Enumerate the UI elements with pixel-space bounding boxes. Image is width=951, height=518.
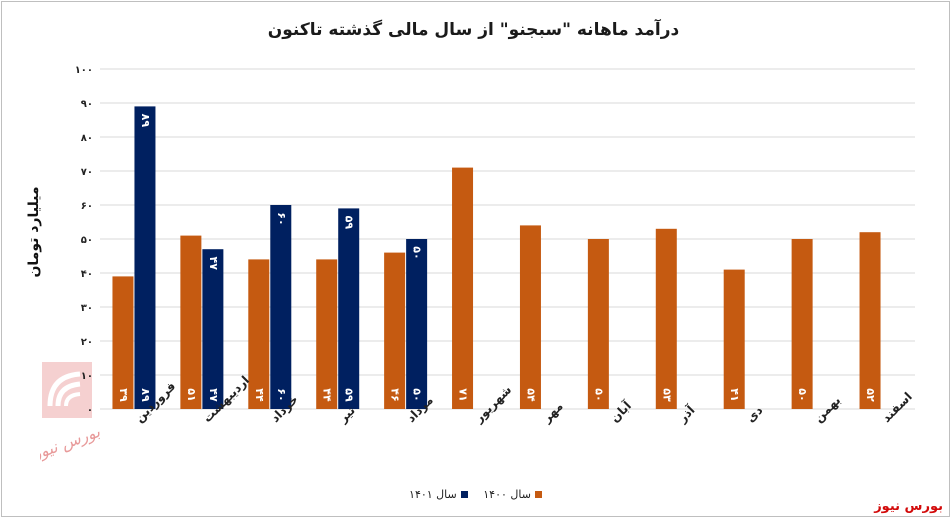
x-tick-label: دی xyxy=(743,403,765,425)
legend-label-1401: سال ۱۴۰۱ xyxy=(409,488,457,501)
x-tick-label: اسفند xyxy=(879,389,915,425)
y-tick-label: ۲۰ xyxy=(81,337,93,348)
bar-1401 xyxy=(406,239,428,409)
bar-top-value-label: ۴۷ xyxy=(207,256,220,270)
bar-value-label: ۷۱ xyxy=(457,388,470,401)
y-tick-label: ۷۰ xyxy=(81,167,93,178)
y-tick-label: ۱۰ xyxy=(81,371,93,382)
bar-1401 xyxy=(338,208,360,409)
legend-label-1400: سال ۱۴۰۰ xyxy=(483,488,531,501)
bar-value-label: ۴۴ xyxy=(253,388,266,402)
y-tick-label: ۶۰ xyxy=(81,201,93,212)
bar-1400 xyxy=(248,259,270,409)
bar-1400 xyxy=(587,239,609,409)
x-tick-label: آذر xyxy=(674,402,698,426)
y-tick-label: ۴۰ xyxy=(81,269,93,280)
bar-1401 xyxy=(270,205,292,409)
bar-value-label: ۵۰ xyxy=(411,388,424,401)
y-tick-label: ۳۰ xyxy=(81,303,93,314)
legend-item-1401: سال ۱۴۰۱ xyxy=(409,488,468,501)
bar-value-label: ۴۴ xyxy=(321,388,334,402)
bar-value-label: ۳۹ xyxy=(117,388,130,402)
bar-1400 xyxy=(519,225,541,409)
bar-1401 xyxy=(202,249,224,409)
bar-value-label: ۴۷ xyxy=(207,388,220,402)
bar-value-label: ۵۰ xyxy=(592,388,605,401)
legend-swatch-1400 xyxy=(534,491,542,498)
chart-title: درآمد ماهانه "سبجنو" از سال مالی گذشته ت… xyxy=(267,20,680,40)
y-tick-label: ۹۰ xyxy=(81,99,93,110)
y-tick-label: ۰ xyxy=(87,405,93,416)
bar-1400 xyxy=(791,239,813,409)
bar-1400 xyxy=(180,235,202,409)
bar-1401 xyxy=(134,106,156,410)
bar-1400 xyxy=(384,252,406,409)
bar-value-label: ۵۰ xyxy=(796,388,809,401)
bar-1400 xyxy=(723,269,745,409)
x-tick-label: آبان xyxy=(607,397,635,425)
bar-top-value-label: ۵۹ xyxy=(343,216,356,230)
y-tick-label: ۵۰ xyxy=(81,235,93,246)
bar-value-label: ۴۱ xyxy=(728,388,741,401)
legend: سال ۱۴۰۱ سال ۱۴۰۰ xyxy=(0,488,951,501)
x-tick-label: شهریور xyxy=(471,383,515,427)
bar-1400 xyxy=(112,276,134,409)
bar-1400 xyxy=(452,167,474,409)
bar-value-label: ۵۴ xyxy=(524,388,537,402)
bar-value-label: ۵۱ xyxy=(185,388,198,401)
y-tick-label: ۸۰ xyxy=(81,133,93,144)
bar-top-value-label: ۵۰ xyxy=(411,246,424,259)
bar-top-value-label: ۸۹ xyxy=(139,114,152,128)
bar-value-label: ۵۹ xyxy=(343,388,356,402)
bar-value-label: ۵۲ xyxy=(864,388,877,402)
bar-top-value-label: ۶۰ xyxy=(275,212,288,225)
bar-value-label: ۴۶ xyxy=(389,388,402,401)
legend-swatch-1401 xyxy=(460,491,468,498)
bar-value-label: ۵۳ xyxy=(660,388,673,402)
bar-1400 xyxy=(859,232,881,409)
gridlines xyxy=(100,68,915,410)
bars xyxy=(112,106,881,410)
legend-item-1400: سال ۱۴۰۰ xyxy=(483,488,542,501)
y-tick-label: ۱۰۰ xyxy=(75,65,93,76)
bar-1400 xyxy=(316,259,338,409)
bar-1400 xyxy=(655,228,677,409)
bar-value-label: ۶۰ xyxy=(275,388,288,401)
bar-value-label: ۸۹ xyxy=(139,388,152,402)
watermark-logo: بورس نیوز xyxy=(28,362,103,472)
y-tick-labels: ۰ ۱۰ ۲۰ ۳۰ ۴۰ ۵۰ ۶۰ ۷۰ ۸۰ ۹۰ ۱۰۰ xyxy=(75,65,93,416)
brand-label: بورس نیوز xyxy=(874,499,943,514)
x-tick-label: مهر xyxy=(539,399,566,426)
bar-value-labels: ۳۹ ۸۹ ۸۹ ۵۱ ۴۷ ۴۷ ۴۴ ۶۰ ۶۰ ۴۴ ۵۹ ۵۹ ۴۶ ۵۰ ۵۰ ۷۱ ۵۴ ۵۰ ۵۳ ۴۱… xyxy=(117,114,877,402)
